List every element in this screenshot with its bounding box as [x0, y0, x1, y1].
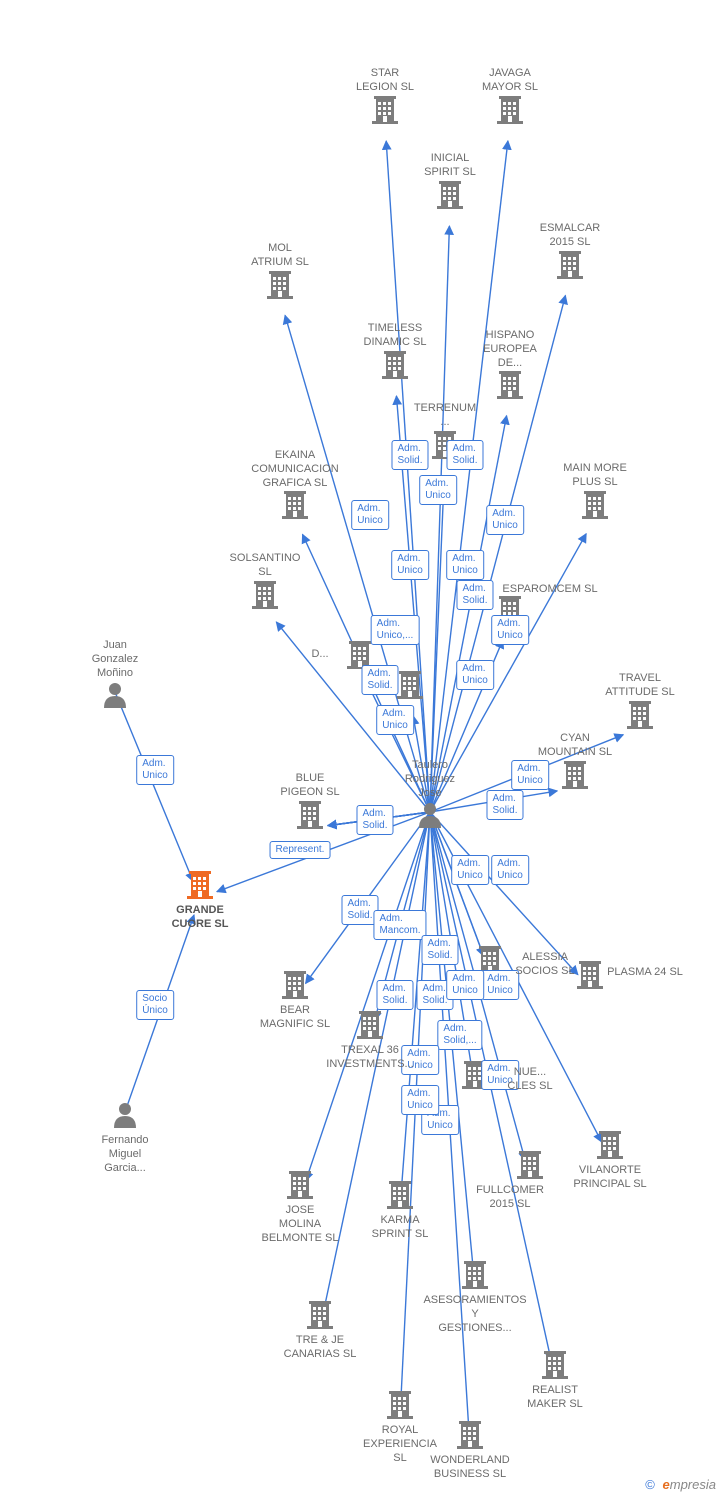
edge-label: Adm. Unico	[446, 550, 484, 580]
node-label: REALIST MAKER SL	[500, 1382, 610, 1412]
edge-line	[115, 692, 193, 881]
edge-label: Adm. Unico	[486, 505, 524, 535]
edge-label: Adm. Solid.	[446, 440, 483, 470]
building-icon[interactable]	[562, 761, 588, 789]
edge-label: Adm. Unico,...	[371, 615, 420, 645]
person-icon[interactable]	[114, 1103, 136, 1128]
building-icon[interactable]	[497, 96, 523, 124]
edge-label: Socio Único	[136, 990, 174, 1020]
node-label: D...	[295, 646, 345, 662]
node-label: JAVAGA MAYOR SL	[455, 65, 565, 95]
node-label: BLUE PIGEON SL	[255, 770, 365, 800]
node-label: TRAVEL ATTITUDE SL	[585, 670, 695, 700]
edge-label: Adm. Unico	[376, 705, 414, 735]
node-label: STAR LEGION SL	[330, 65, 440, 95]
node-label: Juan Gonzalez Moñino	[60, 637, 170, 680]
building-icon[interactable]	[252, 581, 278, 609]
building-icon[interactable]	[517, 1151, 543, 1179]
building-icon[interactable]	[267, 271, 293, 299]
building-icon[interactable]	[282, 491, 308, 519]
building-icon[interactable]	[297, 801, 323, 829]
node-label: ASESORAMIENTOS Y GESTIONES...	[420, 1292, 530, 1335]
building-icon[interactable]	[597, 1131, 623, 1159]
edge-label: Adm. Unico	[456, 660, 494, 690]
node-label: KARMA SPRINT SL	[345, 1212, 455, 1242]
building-icon[interactable]	[387, 1391, 413, 1419]
node-label: FULLCOMER 2015 SL	[455, 1182, 565, 1212]
node-label: TIMELESS DINAMIC SL	[340, 320, 450, 350]
node-label: HISPANO EUROPEA DE...	[455, 327, 565, 370]
building-icon[interactable]	[457, 1421, 483, 1449]
node-label: Fernando Miguel Garcia...	[70, 1132, 180, 1175]
building-icon[interactable]	[437, 181, 463, 209]
footer-credit: © empresia	[645, 1477, 716, 1492]
node-label: ALESSIA SOCIOS SL	[490, 949, 600, 979]
node-label: VILANORTE PRINCIPAL SL	[555, 1162, 665, 1192]
node-label: BEAR MAGNIFIC SL	[240, 1002, 350, 1032]
person-icon[interactable]	[104, 683, 126, 708]
brand-rest: mpresia	[670, 1477, 716, 1492]
edge-label: Adm. Solid.	[486, 790, 523, 820]
building-icon[interactable]	[462, 1261, 488, 1289]
node-label: MAIN MORE PLUS SL	[540, 460, 650, 490]
edge-label: Adm. Mancom.	[373, 910, 426, 940]
building-icon[interactable]	[307, 1301, 333, 1329]
edge-label: Adm. Solid.	[391, 440, 428, 470]
building-icon[interactable]	[497, 371, 523, 399]
node-label: ESPAROMCEM SL	[495, 581, 605, 597]
edge-label: Adm. Unico	[511, 760, 549, 790]
node-label: TERRENUM ...	[390, 400, 500, 430]
edge-label: Adm. Unico	[136, 755, 174, 785]
building-icon[interactable]	[387, 1181, 413, 1209]
building-icon[interactable]	[287, 1171, 313, 1199]
edge-label: Adm. Solid.	[361, 665, 398, 695]
edge-label: Adm. Unico	[419, 475, 457, 505]
node-label: GRANDE CUORE SL	[145, 902, 255, 932]
edge-label: Adm. Unico	[401, 1085, 439, 1115]
node-label: TRE & JE CANARIAS SL	[265, 1332, 375, 1362]
node-label: EKAINA COMUNICACION GRAFICA SL	[240, 447, 350, 490]
edge-label: Adm. Unico	[451, 855, 489, 885]
node-label: Taulero Rodriguez Jose	[375, 757, 485, 800]
node-label: WONDERLAND BUSINESS SL	[415, 1452, 525, 1482]
building-icon[interactable]	[582, 491, 608, 519]
edge-label: Adm. Unico	[491, 855, 529, 885]
brand-letter: e	[663, 1477, 670, 1492]
edge-label: Adm. Unico	[351, 500, 389, 530]
node-label: TREXAL 36 INVESTMENTS...	[315, 1042, 425, 1072]
node-label: NUE... CLES SL	[475, 1064, 585, 1094]
edge-label: Adm. Solid.	[421, 935, 458, 965]
copyright-symbol: ©	[645, 1477, 655, 1492]
edge-label: Adm. Solid.	[456, 580, 493, 610]
node-label: PLASMA 24 SL	[590, 964, 700, 980]
edge-label: Adm. Unico	[491, 615, 529, 645]
node-label: JOSE MOLINA BELMONTE SL	[245, 1202, 355, 1245]
edge-label: Adm. Unico	[446, 970, 484, 1000]
building-icon[interactable]	[372, 96, 398, 124]
node-label: CYAN MOUNTAIN SL	[520, 730, 630, 760]
node-label: ESMALCAR 2015 SL	[515, 220, 625, 250]
node-label: MOL ATRIUM SL	[225, 240, 335, 270]
building-icon[interactable]	[557, 251, 583, 279]
edge-label: Adm. Unico	[391, 550, 429, 580]
edge-label: Represent.	[270, 841, 331, 859]
building-icon[interactable]	[282, 971, 308, 999]
edge-label: Adm. Solid.	[356, 805, 393, 835]
edge-label: Adm. Solid.	[376, 980, 413, 1010]
building-icon[interactable]	[542, 1351, 568, 1379]
building-icon[interactable]	[627, 701, 653, 729]
node-label: INICIAL SPIRIT SL	[395, 150, 505, 180]
building-icon[interactable]	[382, 351, 408, 379]
edge-label: Adm. Solid,...	[437, 1020, 482, 1050]
node-label: SOLSANTINO SL	[210, 550, 320, 580]
